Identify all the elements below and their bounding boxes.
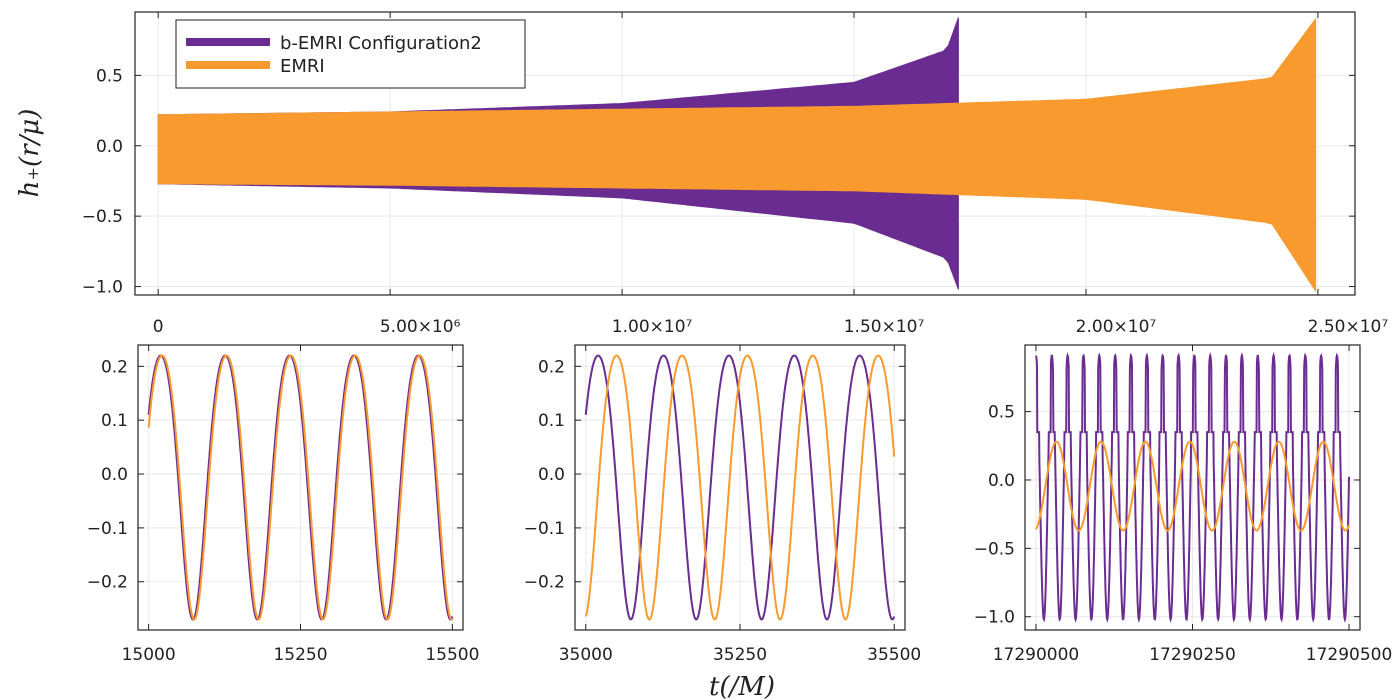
panel-xtick-label: 17290500 — [1306, 645, 1393, 665]
panel-ytick-label: 0.2 — [101, 357, 128, 377]
panel-frame — [574, 344, 906, 631]
series-config2-line — [1035, 351, 1350, 623]
panel-ytick-label: 0.0 — [988, 471, 1015, 491]
panel-ytick-label: 0.2 — [538, 357, 565, 377]
top-xtick-label: 0 — [153, 317, 164, 337]
panel-xtick-label: 35250 — [713, 645, 767, 665]
top-xtick-label: 1.50×10⁷ — [844, 317, 925, 337]
series-config2-line — [147, 354, 454, 621]
top-xtick-label: 1.00×10⁷ — [612, 317, 693, 337]
bottom-panel-1: 0.2 0.1 0.0 −0.1 −0.2 15000 15250 15500 — [87, 344, 479, 665]
top-frame — [134, 11, 1356, 296]
top-panel: 0 5.00×10⁶ 1.00×10⁷ 1.50×10⁷ 2.00×10⁷ 2.50×10… — [15, 11, 1389, 337]
series-emri-envelope — [157, 17, 1317, 293]
panel-xtick-label: 15500 — [425, 645, 479, 665]
top-ytick-label: −1.0 — [82, 278, 123, 298]
panel-ytick-label: 0.1 — [101, 411, 128, 431]
panel-ytick-label: −1.0 — [974, 608, 1015, 628]
panel-ytick-label: −0.2 — [87, 573, 128, 593]
top-series — [157, 17, 1317, 293]
top-xtick-label: 2.00×10⁷ — [1076, 317, 1157, 337]
bottom-panel-2: 0.2 0.1 0.0 −0.1 −0.2 35000 35250 35500 — [524, 344, 921, 665]
series-emri-line — [584, 354, 896, 621]
top-ylabel: h₊(r/μ) — [15, 109, 45, 198]
top-xtick-label: 2.50×10⁷ — [1308, 317, 1389, 337]
panel-xtick-label: 15250 — [273, 645, 327, 665]
panel-frame — [137, 344, 464, 631]
top-ytick-label: −0.5 — [82, 207, 123, 227]
legend-label-emri: EMRI — [280, 56, 325, 77]
top-ytick-label: 0.0 — [96, 137, 123, 157]
panel-frame — [1024, 344, 1361, 631]
legend: b-EMRI Configuration2 EMRI — [175, 19, 526, 89]
series-emri-line — [1035, 440, 1350, 532]
panel-ytick-label: 0.5 — [988, 403, 1015, 423]
bottom-xlabel: t(/M) — [709, 672, 775, 700]
top-ytick-label: 0.5 — [96, 66, 123, 86]
series-config2-line — [584, 354, 896, 621]
panel-xtick-label: 35000 — [559, 645, 613, 665]
panel-ytick-label: 0.1 — [538, 411, 565, 431]
panel-ytick-label: −0.1 — [87, 519, 128, 539]
panel-xtick-label: 15000 — [122, 645, 176, 665]
bottom-panel-3: 0.5 0.0 −0.5 −1.0 17290000 17290250 17290500 — [974, 344, 1393, 665]
panel-xtick-label: 17290250 — [1149, 645, 1236, 665]
panel-ytick-label: −0.5 — [974, 539, 1015, 559]
panel-xtick-label: 17290000 — [993, 645, 1080, 665]
panel-ytick-label: 0.0 — [101, 465, 128, 485]
panel-ytick-label: −0.1 — [524, 519, 565, 539]
panel-xtick-label: 35500 — [867, 645, 921, 665]
panel-ytick-label: −0.2 — [524, 573, 565, 593]
top-xtick-label: 5.00×10⁶ — [380, 317, 461, 337]
legend-label-config2: b-EMRI Configuration2 — [280, 33, 482, 54]
panel-ytick-label: 0.0 — [538, 465, 565, 485]
legend-box — [175, 19, 526, 89]
top-ticks: 0 5.00×10⁶ 1.00×10⁷ 1.50×10⁷ 2.00×10⁷ 2.50×10… — [82, 12, 1389, 337]
series-emri-line — [147, 354, 453, 621]
